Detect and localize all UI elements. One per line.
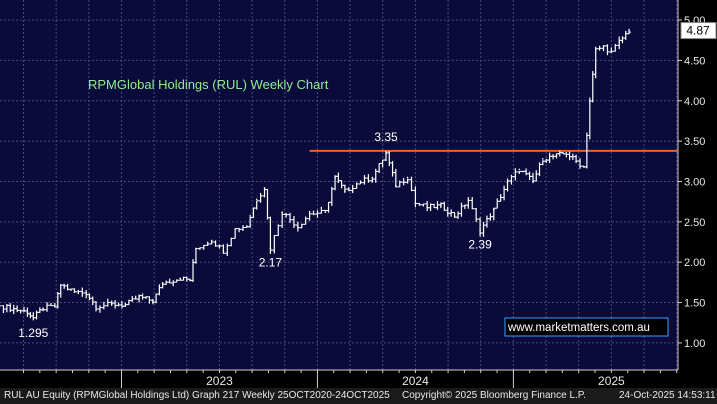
price-point	[26, 311, 29, 314]
price-point	[555, 154, 558, 157]
price-point	[73, 291, 76, 293]
price-point	[324, 211, 327, 213]
price-point	[594, 49, 597, 51]
price-point	[610, 51, 613, 54]
price-point	[246, 225, 248, 227]
price-point	[297, 225, 299, 228]
price-point	[395, 184, 397, 187]
price-point	[54, 305, 56, 308]
price-point	[222, 250, 225, 252]
last-price-tag	[680, 22, 717, 40]
price-point	[493, 208, 495, 211]
price-point	[281, 211, 283, 213]
y-axis-panel	[678, 0, 717, 370]
price-point	[161, 282, 164, 284]
y-tick-label: 4.50	[684, 55, 705, 67]
price-point	[59, 283, 62, 286]
y-tick-label: 4.00	[684, 96, 705, 108]
price-point	[210, 239, 213, 242]
price-point	[518, 168, 521, 171]
price-point	[124, 304, 127, 306]
price-point	[506, 181, 509, 184]
price-point	[0, 304, 1, 307]
price-point	[42, 307, 44, 309]
plot-background	[0, 0, 678, 370]
y-tick-label: 1.50	[684, 298, 705, 310]
price-point	[152, 300, 154, 302]
price-point	[406, 176, 409, 179]
status-footer: RUL AU Equity (RPMGlobal Holdings Ltd) G…	[0, 388, 717, 404]
price-point	[12, 308, 15, 310]
price-point	[234, 228, 236, 230]
price-annotation: 1.295	[18, 326, 48, 340]
chart-title: RPMGlobal Holdings (RUL) Weekly Chart	[88, 77, 329, 92]
price-point	[426, 206, 428, 209]
price-point	[440, 204, 442, 207]
last-price-label: 4.87	[686, 24, 710, 38]
price-point	[179, 277, 182, 280]
footer-security: RUL AU Equity (RPMGlobal Holdings Ltd) G…	[4, 390, 390, 401]
price-point	[414, 202, 417, 205]
price-point	[532, 180, 534, 183]
price-annotation: 2.39	[468, 238, 492, 252]
price-point	[371, 176, 374, 179]
price-point	[385, 152, 387, 155]
x-tick-label: 2024	[402, 374, 429, 388]
price-point	[589, 99, 591, 102]
price-point	[618, 41, 621, 43]
footer-timestamp: 24-Oct-2025 14:53:11	[619, 390, 716, 401]
price-point	[95, 305, 97, 308]
x-tick-label: 2023	[206, 374, 233, 388]
watermark-box	[504, 317, 669, 337]
price-point	[479, 229, 481, 232]
price-point	[467, 199, 470, 201]
footer-copyright: Copyright© 2025 Bloomberg Finance L.P.	[402, 390, 586, 401]
price-point	[541, 158, 544, 160]
price-annotation: 3.35	[374, 130, 398, 144]
price-chart: 1.001.502.002.503.003.504.004.505.002023…	[0, 0, 717, 388]
price-point	[85, 292, 88, 294]
price-point	[308, 212, 311, 215]
price-point	[255, 198, 258, 201]
price-point	[453, 215, 456, 217]
x-axis-panel	[0, 370, 717, 388]
price-point	[195, 247, 197, 250]
price-point	[138, 296, 140, 298]
price-point	[565, 152, 568, 155]
price-point	[263, 187, 266, 189]
price-point	[110, 303, 113, 305]
price-point	[359, 180, 362, 183]
price-point	[344, 190, 346, 192]
y-tick-label: 2.00	[684, 257, 705, 269]
x-tick-label: 2025	[598, 374, 625, 388]
price-point	[32, 317, 35, 319]
y-tick-label: 1.00	[684, 338, 705, 350]
price-point	[269, 247, 272, 250]
y-tick-label: 3.50	[684, 136, 705, 148]
price-annotation: 2.17	[259, 255, 283, 269]
y-tick-label: 3.00	[684, 176, 705, 188]
price-point	[189, 279, 191, 281]
watermark-url: www.marketmatters.com.au	[507, 322, 650, 334]
price-point	[583, 166, 585, 168]
price-point	[334, 176, 336, 179]
price-point	[602, 45, 605, 48]
price-point	[628, 29, 630, 32]
y-tick-label: 2.50	[684, 217, 705, 229]
price-point	[575, 160, 577, 163]
